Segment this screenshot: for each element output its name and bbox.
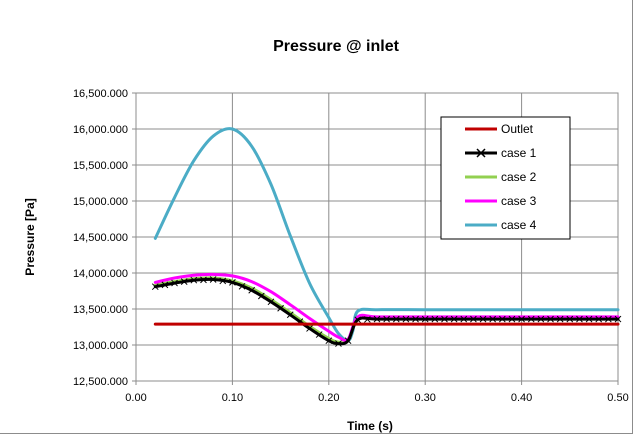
series-point-case-1 (344, 337, 352, 345)
series-point-case-1 (441, 315, 448, 323)
series-point-case-1 (277, 304, 284, 312)
legend-label-case-1: case 1 (501, 146, 537, 160)
series-point-case-1 (508, 315, 516, 323)
series-point-case-1 (585, 315, 593, 323)
series-point-case-1 (614, 315, 622, 323)
series-line-case-4 (153, 127, 620, 343)
series-point-case-1 (286, 311, 294, 319)
y-tick-label: 16,500.000 (73, 88, 128, 100)
series-point-case-1 (383, 315, 390, 323)
series-point-case-1 (537, 315, 545, 323)
series-point-case-1 (364, 316, 371, 323)
y-tick-label: 15,000.000 (73, 196, 128, 208)
y-tick-label: 14,500.000 (73, 232, 128, 244)
series-point-case-1 (257, 292, 265, 300)
series-point-case-1 (470, 315, 477, 323)
x-tick-label: 0.50 (607, 392, 628, 404)
series-point-case-1 (373, 315, 381, 323)
series-point-case-1 (171, 279, 178, 287)
x-tick-label: 0.10 (222, 392, 243, 404)
series-point-case-1 (527, 315, 535, 323)
y-tick-label: 16,000.000 (73, 124, 128, 136)
legend-label-case-3: case 3 (501, 194, 537, 208)
y-axis-label: Pressure [Pa] (23, 198, 37, 275)
series-point-case-1 (219, 277, 227, 285)
legend-label-case-4: case 4 (501, 218, 537, 232)
x-tick-label: 0.20 (318, 392, 339, 404)
series-point-case-1 (450, 315, 458, 323)
series-point-case-1 (306, 325, 313, 332)
series-point-case-1 (200, 276, 207, 284)
series-point-case-1 (229, 279, 236, 286)
legend: Outlet case 1 case 2 case 3 case 4 (440, 116, 571, 240)
plot-area-border (135, 92, 619, 382)
x-axis-label: Time (s) (347, 419, 393, 433)
series-line-case-1 (153, 277, 620, 346)
series-point-case-1 (151, 283, 159, 291)
legend-label-case-2: case 2 (501, 170, 537, 184)
series-point-case-1 (547, 315, 554, 323)
y-tick-labels: 12,500.000 13,000.000 13,500.000 14,000.000… (73, 88, 128, 388)
series-point-case-1 (354, 316, 362, 324)
legend-label-outlet: Outlet (501, 122, 534, 136)
series-point-case-1 (180, 278, 188, 285)
x-tick-labels: 0.00 0.10 0.20 0.30 0.40 0.50 (125, 392, 628, 404)
series-point-case-1 (392, 315, 400, 323)
chart-title: Pressure @ inlet (273, 38, 400, 55)
series-point-case-1 (315, 331, 323, 338)
series-point-case-1 (325, 337, 333, 345)
x-tick-label: 0.40 (511, 392, 532, 404)
series-point-case-1 (498, 315, 506, 323)
series-line-case-3 (153, 272, 620, 342)
series-point-case-1 (267, 298, 275, 306)
y-tick-label: 13,000.000 (73, 340, 128, 352)
series-point-case-1 (161, 281, 169, 289)
series-point-case-1 (190, 276, 198, 284)
series-point-case-1 (209, 276, 217, 283)
series-point-case-1 (335, 340, 342, 347)
y-tick-label: 14,000.000 (73, 268, 128, 280)
series-point-case-1 (566, 315, 574, 323)
series-point-case-1 (605, 315, 612, 323)
x-tick-label: 0.30 (414, 392, 435, 404)
series-point-case-1 (412, 315, 419, 323)
series-point-case-1 (595, 315, 603, 323)
series-point-case-1 (431, 315, 439, 323)
series-point-case-1 (421, 315, 429, 323)
series-point-case-1 (556, 315, 564, 323)
legend-box (440, 116, 571, 240)
y-tick-label: 12,500.000 (73, 376, 128, 388)
series-point-case-1 (518, 315, 525, 323)
series-point-case-1 (248, 286, 256, 294)
y-tick-label: 15,500.000 (73, 160, 128, 172)
series-point-case-1 (460, 315, 468, 323)
series-point-case-1 (489, 315, 497, 323)
legend-marker-case-1 (476, 148, 486, 158)
series-point-case-1 (402, 315, 410, 323)
x-tick-label: 0.00 (125, 392, 146, 404)
series-point-case-1 (479, 315, 487, 323)
series-lines (151, 127, 622, 347)
series-point-case-1 (576, 315, 583, 323)
y-tick-label: 13,500.000 (73, 304, 128, 316)
series-point-case-1 (238, 282, 246, 290)
